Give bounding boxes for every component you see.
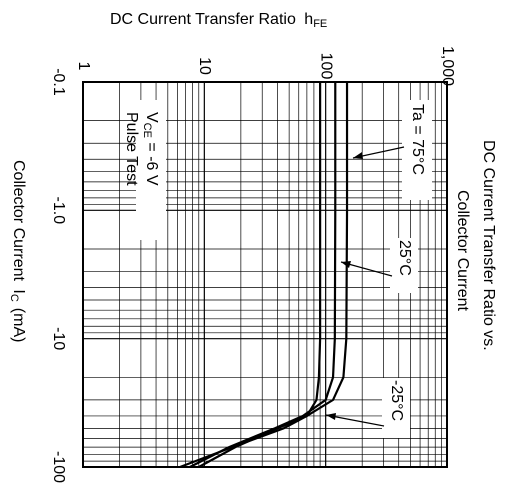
x-tick-label: -100 <box>50 451 67 483</box>
annotation: VCE = -6 V Pulse Test <box>123 100 166 240</box>
annotation-text: Pulse Test <box>123 112 140 186</box>
x-tick-label: -10 <box>50 327 67 350</box>
arrowhead <box>353 152 363 159</box>
annotation-text: VCE = -6 V <box>141 112 160 186</box>
curve <box>179 82 322 469</box>
y-tick-label: 1,000 <box>439 46 456 86</box>
plot-frame <box>82 81 448 468</box>
legend-label: -25°C <box>388 380 405 421</box>
arrow <box>325 414 385 427</box>
label-bg <box>390 238 418 293</box>
legend-label: Ta = 75°C <box>409 104 426 175</box>
x-axis-label: Collector Current IC(mA) <box>8 160 27 342</box>
arrowhead <box>326 413 336 420</box>
label-bg <box>382 378 410 438</box>
chart-subtitle: Collector Current <box>454 190 471 311</box>
arrowhead <box>341 261 351 268</box>
x-tick-label: -1.0 <box>50 197 67 225</box>
label-bg <box>136 100 166 240</box>
y-axis-label: DC Current Transfer Ratio hFE <box>110 11 327 30</box>
legend: Ta = 75°C 25°C -25°C <box>325 100 432 438</box>
curve <box>189 82 337 468</box>
x-tick-label: -0.1 <box>50 68 67 96</box>
y-tick-label: 1 <box>75 62 92 71</box>
label-bg <box>402 100 432 200</box>
y-tick-label: 100 <box>317 53 334 80</box>
curve <box>198 82 349 468</box>
chart-title: DC Current Transfer Ratio vs. <box>480 140 497 351</box>
legend-label: 25°C <box>396 240 413 276</box>
y-tick-label: 10 <box>196 57 213 75</box>
